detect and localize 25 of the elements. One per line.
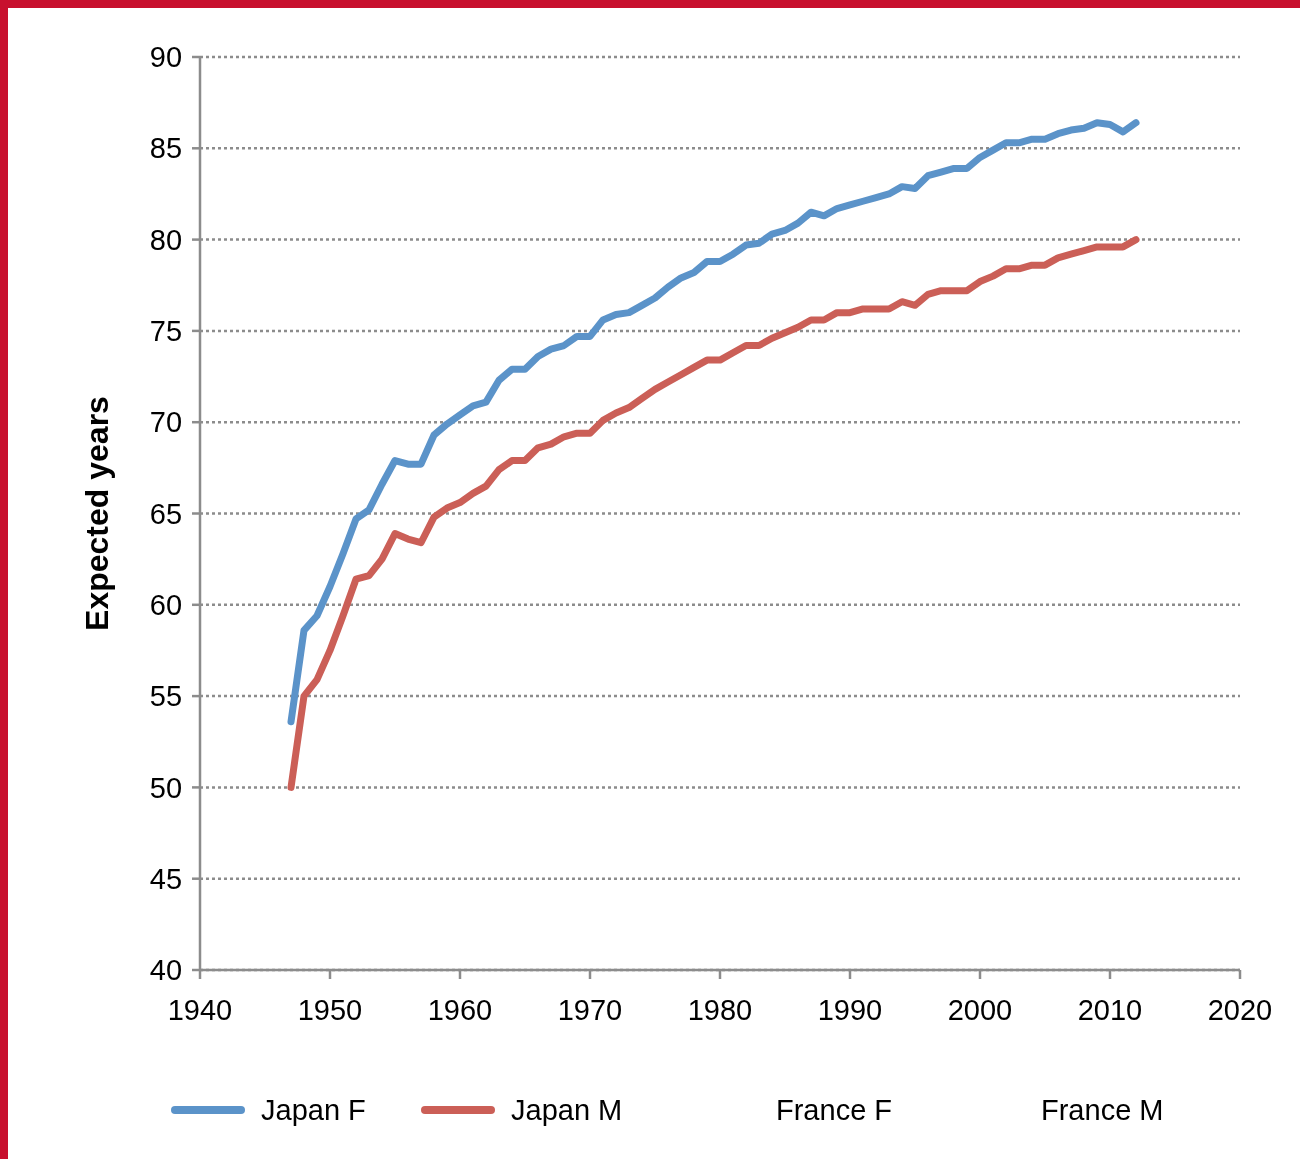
x-tick-label: 2020 xyxy=(1207,994,1273,1026)
y-tick-label: 75 xyxy=(149,315,183,348)
x-tick-label: 1990 xyxy=(817,994,883,1026)
y-tick-label: 65 xyxy=(149,497,183,530)
y-tick-label: 55 xyxy=(149,680,183,713)
y-tick-label: 60 xyxy=(149,588,183,621)
y-tick-label: 70 xyxy=(149,406,183,439)
x-tick-label: 1970 xyxy=(557,994,623,1026)
x-tick-label: 1960 xyxy=(427,994,493,1026)
y-tick-label: 80 xyxy=(149,223,183,256)
y-tick-label: 50 xyxy=(149,771,183,804)
legend-label: Japan M xyxy=(511,1094,623,1127)
x-tick-label: 1940 xyxy=(167,994,233,1026)
legend-label: Japan F xyxy=(261,1094,366,1127)
y-axis-title: Expected years xyxy=(79,396,115,631)
y-tick-label: 85 xyxy=(149,132,183,165)
y-tick-label: 90 xyxy=(149,41,183,74)
y-tick-label: 45 xyxy=(149,862,183,895)
x-tick-label: 2010 xyxy=(1077,994,1143,1026)
y-tick-label: 40 xyxy=(149,954,183,987)
x-tick-label: 1950 xyxy=(297,994,363,1026)
text: France F xyxy=(776,1094,893,1127)
text: France M xyxy=(1041,1094,1164,1127)
x-tick-label: 2000 xyxy=(947,994,1013,1026)
x-tick-label: 1980 xyxy=(687,994,753,1026)
